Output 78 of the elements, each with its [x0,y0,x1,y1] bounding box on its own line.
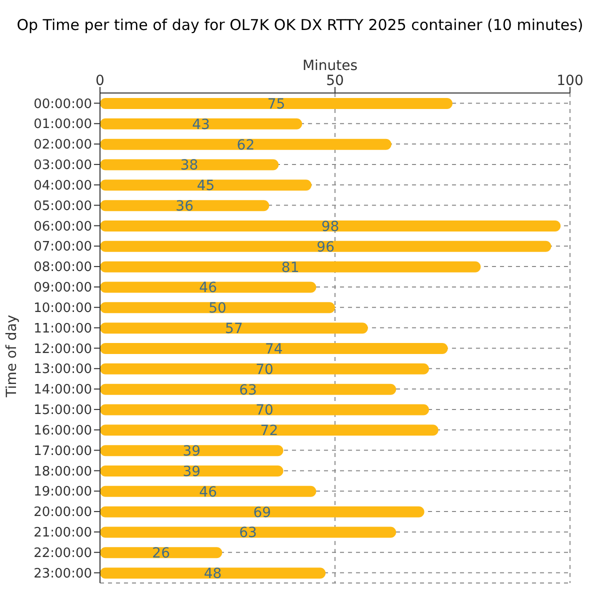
data-label: 72 [260,423,278,440]
y-axis-title: Time of day [4,314,20,400]
y-tick-label: 12:00:00 [34,342,92,357]
data-label: 46 [199,484,218,500]
y-tick-label: 16:00:00 [34,423,92,438]
chart-title: Op Time per time of day for OL7K OK DX RTTY 2025 container (10 minutes) [16,16,584,34]
bar [100,118,302,130]
y-tick-label: 22:00:00 [34,546,92,561]
data-label: 96 [316,239,335,256]
y-tick-label: 14:00:00 [34,382,92,398]
y-tick-label: 04:00:00 [34,178,92,194]
data-label: 36 [176,198,194,215]
y-tick-label: 13:00:00 [34,362,92,378]
bar [100,302,335,314]
data-label: 70 [256,362,274,378]
data-label: 43 [192,116,210,133]
y-tick-label: 17:00:00 [34,444,92,459]
y-tick-label: 02:00:00 [34,138,92,153]
bar [100,568,326,579]
y-tick-label: 03:00:00 [34,158,92,174]
bar [100,200,270,212]
y-tick-label: 00:00:00 [34,96,92,112]
x-axis-title: Minutes [301,58,359,74]
data-label: 46 [199,280,218,296]
y-tick-label: 18:00:00 [34,464,92,480]
bar [100,506,424,518]
data-label: 39 [182,464,201,480]
bar [100,180,312,191]
data-label: 81 [281,260,300,276]
data-label: 63 [239,525,257,542]
bar [100,363,429,374]
bar [100,547,222,558]
y-tick-label: 20:00:00 [34,505,92,520]
bar [100,343,448,354]
data-label: 39 [182,444,201,460]
x-tick-label: 100 [556,73,584,89]
y-tick-label: 01:00:00 [34,117,92,132]
y-tick-label: 09:00:00 [34,280,92,296]
x-tick-label: 50 [326,73,344,89]
data-label: 26 [152,546,170,562]
y-tick-label: 15:00:00 [34,403,92,418]
data-label: 62 [236,137,255,154]
y-tick-label: 08:00:00 [34,260,92,276]
data-label: 74 [264,341,283,358]
bar [100,526,396,538]
data-label: 98 [321,218,340,235]
bar [100,445,284,456]
data-label: 45 [196,178,215,194]
data-label: 57 [225,321,243,338]
bar [100,384,396,395]
bar [100,138,392,150]
bar [100,404,429,416]
data-label: 70 [256,402,274,419]
y-tick-label: 05:00:00 [34,198,92,214]
y-tick-label: 21:00:00 [34,526,92,541]
bar [100,466,284,476]
bar [100,98,452,109]
data-label: 63 [239,382,257,398]
y-tick-label: 11:00:00 [34,321,92,336]
bar [100,322,368,334]
data-label: 75 [267,96,286,112]
y-tick-label: 07:00:00 [34,240,92,255]
bar [100,240,552,252]
bar [100,220,561,232]
bar [100,159,279,170]
y-tick-label: 23:00:00 [34,566,92,582]
y-tick-label: 10:00:00 [34,300,92,316]
bar [100,282,316,293]
data-label: 38 [180,158,198,174]
bar [100,424,438,436]
data-label: 69 [253,504,272,521]
y-tick-label: 06:00:00 [34,219,92,234]
bar [100,261,481,272]
data-label: 50 [208,300,226,317]
bar [100,486,316,497]
data-label: 48 [204,566,222,582]
x-tick-label: 0 [96,73,104,89]
y-tick-label: 19:00:00 [34,484,92,500]
